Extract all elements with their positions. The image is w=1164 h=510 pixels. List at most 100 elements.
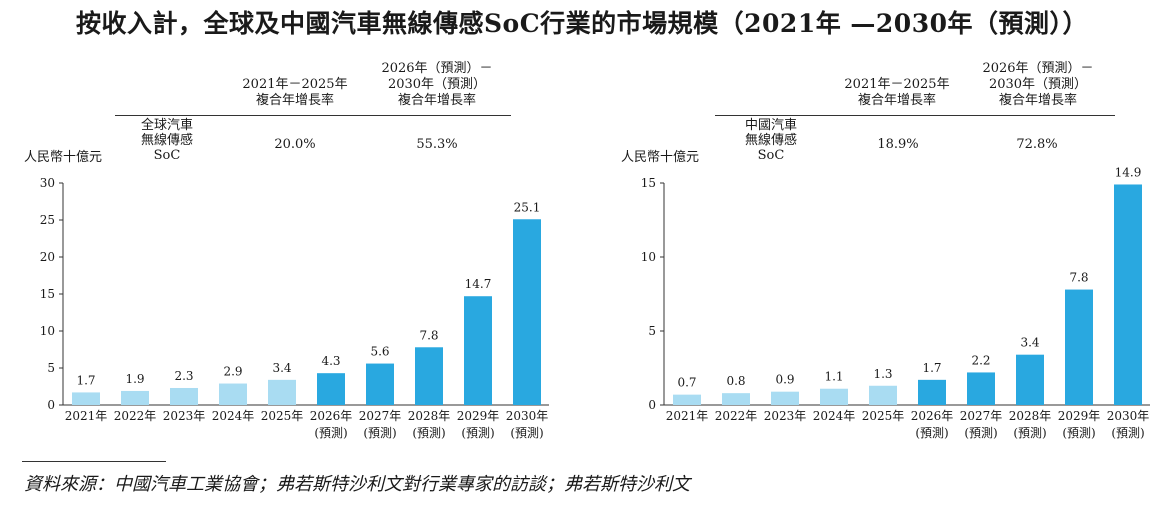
panel-china: 2021年－2025年 複合年增長率 2026年（預測）－ 2030年（預測） … [597, 0, 1157, 460]
x-tick-label: (預測) [1111, 426, 1144, 440]
data-label: 0.7 [677, 376, 696, 390]
bar [72, 392, 100, 405]
x-tick-label: (預測) [964, 426, 997, 440]
x-tick-label: 2024年 [813, 409, 856, 423]
unit-label: 人民幣十億元 [24, 150, 103, 165]
y-tick-label: 0 [648, 398, 656, 412]
unit-label: 人民幣十億元 [621, 150, 700, 165]
x-tick-label: 2021年 [65, 409, 108, 423]
y-tick-label: 15 [641, 176, 656, 190]
x-tick-label: 2026年 [310, 409, 353, 423]
cagr-2021-2025-header: 2021年－2025年 複合年增長率 [242, 77, 348, 108]
header-rule [715, 115, 1115, 116]
bar [317, 373, 345, 405]
row-label: 中國汽車 無線傳感 SoC [744, 118, 797, 163]
header-rule [115, 115, 511, 116]
cagr-2026-2030-value: 55.3% [416, 137, 458, 152]
x-tick-label: 2030年 [506, 409, 549, 423]
y-tick-label: 5 [47, 361, 55, 375]
data-label: 1.3 [873, 367, 892, 381]
cagr-2021-2025-value: 18.9% [877, 137, 919, 152]
data-label: 0.9 [775, 373, 794, 387]
data-label: 14.7 [465, 277, 492, 291]
y-tick-label: 5 [648, 324, 656, 338]
data-label: 1.7 [76, 373, 95, 387]
bar [771, 391, 799, 405]
bar [268, 379, 296, 405]
data-label: 1.9 [125, 372, 144, 386]
bar [673, 394, 701, 405]
bar [1065, 289, 1093, 405]
data-label: 0.8 [726, 374, 745, 388]
x-tick-label: (預測) [1013, 426, 1046, 440]
x-tick-label: 2023年 [163, 409, 206, 423]
x-tick-label: (預測) [1062, 426, 1095, 440]
page-title: 按收入計，全球及中國汽車無線傳感SoC行業的市場規模（2021年 —2030年（… [76, 9, 1088, 38]
x-tick-label: 2028年 [408, 409, 451, 423]
data-label: 3.4 [1020, 336, 1039, 350]
cagr-2021-2025-value: 20.0% [274, 137, 316, 152]
data-label: 25.1 [514, 200, 541, 214]
bar [513, 219, 541, 405]
x-tick-label: 2029年 [1058, 409, 1101, 423]
data-label: 2.9 [223, 365, 242, 379]
bar [415, 347, 443, 405]
y-tick-label: 25 [40, 213, 55, 227]
data-label: 7.8 [419, 328, 438, 342]
x-tick-label: 2025年 [862, 409, 905, 423]
y-tick-label: 10 [40, 324, 55, 338]
cagr-2021-2025-header: 2021年－2025年 複合年增長率 [844, 77, 950, 108]
bar [918, 379, 946, 405]
cagr-2026-2030-value: 72.8% [1016, 137, 1058, 152]
data-label: 2.2 [971, 353, 990, 367]
x-tick-label: 2022年 [114, 409, 157, 423]
x-tick-label: (預測) [915, 426, 948, 440]
bar [820, 388, 848, 405]
bar [170, 387, 198, 405]
x-tick-label: 2027年 [960, 409, 1003, 423]
bar [366, 363, 394, 405]
x-tick-label: (預測) [510, 426, 543, 440]
bar [1114, 184, 1142, 405]
data-label: 5.6 [370, 345, 389, 359]
cagr-2026-2030-header: 2026年（預測）－ 2030年（預測） 複合年增長率 [381, 61, 493, 108]
data-label: 1.1 [824, 370, 843, 384]
x-tick-label: 2022年 [715, 409, 758, 423]
bar [722, 393, 750, 405]
x-tick-label: (預測) [363, 426, 396, 440]
data-label: 4.3 [321, 354, 340, 368]
bar [219, 383, 247, 405]
data-label: 7.8 [1069, 271, 1088, 285]
x-tick-label: 2023年 [764, 409, 807, 423]
bar [1016, 354, 1044, 405]
y-tick-label: 20 [40, 250, 55, 264]
x-tick-label: 2029年 [457, 409, 500, 423]
x-tick-label: 2030年 [1107, 409, 1150, 423]
y-tick-label: 30 [40, 176, 55, 190]
x-tick-label: (預測) [461, 426, 494, 440]
x-tick-label: 2028年 [1009, 409, 1052, 423]
bar [121, 390, 149, 405]
x-tick-label: 2027年 [359, 409, 402, 423]
source-rule [22, 461, 166, 462]
bar-chart-global: 0 5 10 15 20 25 30 1.7 2021年 1.9 2022年 2.3 2023年 2.9 2… [40, 176, 549, 440]
row-label: 全球汽車 無線傳感 SoC [140, 118, 193, 163]
data-label: 3.4 [272, 361, 291, 375]
x-tick-label: (預測) [412, 426, 445, 440]
y-tick-label: 10 [641, 250, 656, 264]
bar [464, 296, 492, 405]
source-note: 資料來源：中國汽車工業協會；弗若斯特沙利文對行業專家的訪談；弗若斯特沙利文 [24, 474, 690, 495]
cagr-2026-2030-header: 2026年（預測）－ 2030年（預測） 複合年增長率 [982, 61, 1094, 108]
bar [967, 372, 995, 405]
x-tick-label: 2021年 [666, 409, 709, 423]
y-tick-label: 15 [40, 287, 55, 301]
bar [869, 385, 897, 405]
x-tick-label: (預測) [314, 426, 347, 440]
panel-global: 2021年－2025年 複合年增長率 2026年（預測）－ 2030年（預測） … [0, 0, 560, 460]
y-tick-label: 0 [47, 398, 55, 412]
data-label: 1.7 [922, 361, 941, 375]
data-label: 14.9 [1115, 165, 1142, 179]
data-label: 2.3 [174, 369, 193, 383]
bar-chart-china: 0 5 10 15 0.7 2021年 0.8 2022年 0.9 2023年 1.1 2024年 1.… [641, 165, 1150, 440]
x-tick-label: 2026年 [911, 409, 954, 423]
